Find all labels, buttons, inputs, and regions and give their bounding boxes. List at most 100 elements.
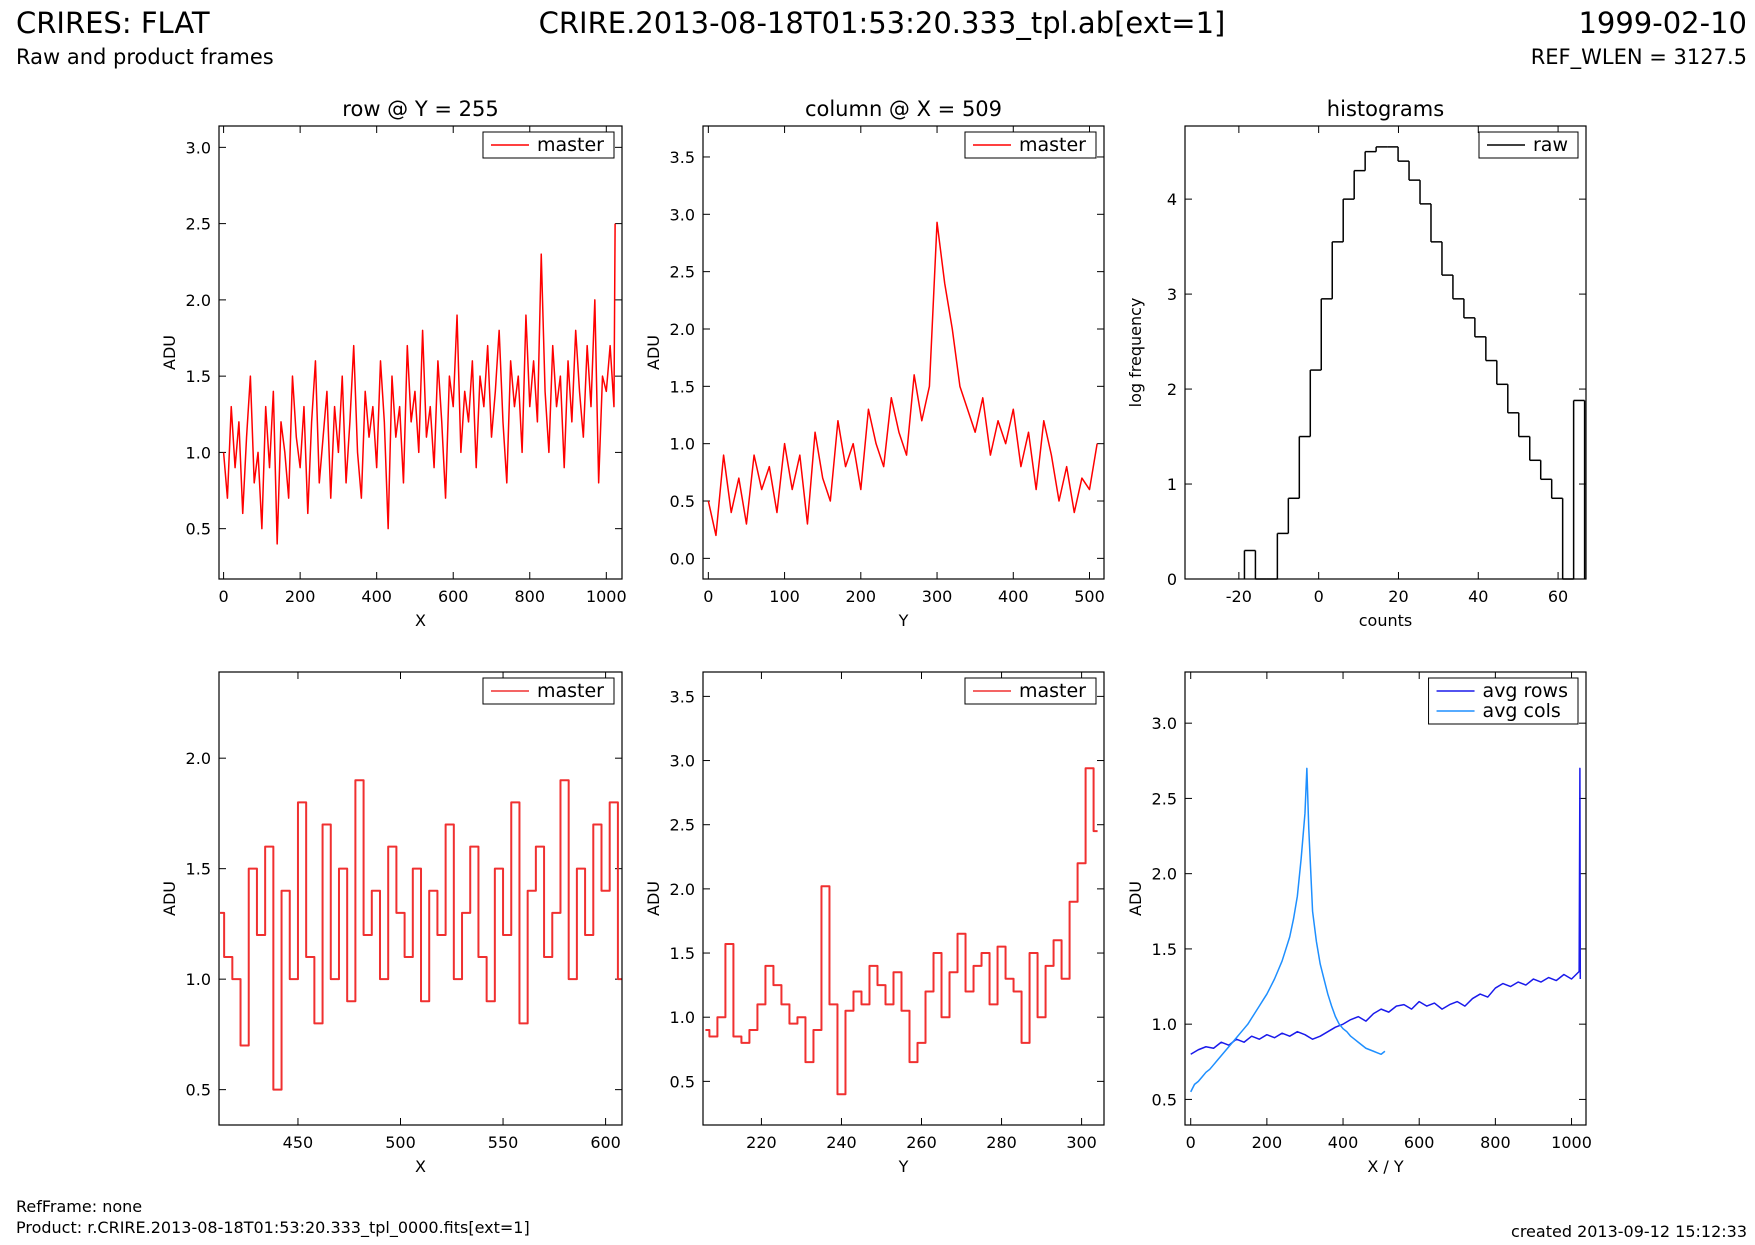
y-tick-label: 3.0 <box>670 205 695 224</box>
legend-label: master <box>537 134 604 156</box>
x-tick-label: 300 <box>922 587 953 606</box>
plot-frame <box>702 671 1105 1126</box>
legend-box <box>1428 677 1579 725</box>
x-tick-label: 500 <box>1074 587 1105 606</box>
y-tick-label: 3.0 <box>1152 714 1177 733</box>
y-axis-label: ADU <box>644 335 663 370</box>
y-axis-label: ADU <box>644 881 663 916</box>
x-axis-label: Y <box>898 1157 909 1176</box>
x-tick-label: 800 <box>1480 1133 1511 1152</box>
y-tick-label: 1.0 <box>186 970 211 989</box>
x-tick-label: 400 <box>361 587 392 606</box>
y-tick-label: 0.0 <box>670 549 695 568</box>
x-tick-label: 20 <box>1388 587 1408 606</box>
y-tick-label: 0.5 <box>670 1072 695 1091</box>
y-tick-label: 3 <box>1167 285 1177 304</box>
page-title: CRIRES: FLAT <box>16 6 210 40</box>
x-tick-label: 0 <box>703 587 713 606</box>
x-tick-label: 1000 <box>1551 1133 1592 1152</box>
x-tick-label: 0 <box>1314 587 1324 606</box>
x-tick-label: 40 <box>1468 587 1488 606</box>
file-title: CRIRE.2013-08-18T01:53:20.333_tpl.ab[ext… <box>539 6 1226 40</box>
x-tick-label: 60 <box>1548 587 1568 606</box>
legend-label: master <box>1019 680 1086 702</box>
created: created 2013-09-12 15:12:33 <box>1511 1222 1747 1241</box>
x-tick-label: 200 <box>846 587 877 606</box>
data-line <box>222 223 616 545</box>
y-tick-label: 2.5 <box>1152 789 1177 808</box>
y-tick-label: 2.5 <box>186 215 211 234</box>
legend-label: raw <box>1533 134 1568 156</box>
y-tick-label: 2.0 <box>670 880 695 899</box>
y-axis-label: ADU <box>1126 881 1145 916</box>
legend-label: avg rows <box>1483 680 1568 702</box>
step-line <box>705 767 1098 1096</box>
y-tick-label: 3.0 <box>186 138 211 157</box>
x-tick-label: 600 <box>438 587 469 606</box>
y-tick-label: 0.5 <box>186 520 211 539</box>
plot-frame <box>218 671 623 1126</box>
x-tick-label: 100 <box>769 587 800 606</box>
plot-frame <box>1184 125 1587 580</box>
page-subtitle: Raw and product frames <box>16 45 274 69</box>
x-axis-label: counts <box>1359 611 1412 630</box>
ref-wlen: REF_WLEN = 3127.5 <box>1531 45 1747 70</box>
data-line <box>1190 767 1386 1093</box>
legend-label: avg cols <box>1483 700 1561 722</box>
x-axis-label: X / Y <box>1367 1157 1404 1176</box>
chart-title: row @ Y = 255 <box>342 97 498 121</box>
x-tick-label: 300 <box>1066 1133 1097 1152</box>
y-tick-label: 4 <box>1167 190 1177 209</box>
y-tick-label: 1 <box>1167 475 1177 494</box>
x-tick-label: 600 <box>590 1133 621 1152</box>
y-axis-label: ADU <box>160 335 179 370</box>
x-tick-label: 550 <box>488 1133 519 1152</box>
x-tick-label: 260 <box>906 1133 937 1152</box>
x-tick-label: 200 <box>285 587 316 606</box>
y-tick-label: 2.0 <box>186 291 211 310</box>
chart-title: column @ X = 509 <box>805 97 1002 121</box>
legend-label: master <box>537 680 604 702</box>
y-tick-label: 0 <box>1167 570 1177 589</box>
y-tick-label: 3.5 <box>670 687 695 706</box>
y-tick-label: 0.5 <box>1152 1090 1177 1109</box>
y-tick-label: 0.5 <box>186 1081 211 1100</box>
y-tick-label: 3.0 <box>670 752 695 771</box>
y-axis-label: log frequency <box>1126 298 1145 408</box>
x-tick-label: -20 <box>1226 587 1252 606</box>
y-tick-label: 1.0 <box>186 443 211 462</box>
x-tick-label: 600 <box>1404 1133 1435 1152</box>
y-tick-label: 1.0 <box>1152 1015 1177 1034</box>
y-tick-label: 1.5 <box>186 860 211 879</box>
y-tick-label: 2.0 <box>186 749 211 768</box>
x-tick-label: 450 <box>283 1133 314 1152</box>
x-tick-label: 400 <box>998 587 1029 606</box>
y-tick-label: 1.0 <box>670 1008 695 1027</box>
plot-frame <box>702 125 1105 580</box>
y-tick-label: 0.5 <box>670 492 695 511</box>
x-axis-label: Y <box>898 611 909 630</box>
x-tick-label: 0 <box>218 587 228 606</box>
chart-title: histograms <box>1327 97 1444 121</box>
x-tick-label: 0 <box>1186 1133 1196 1152</box>
y-tick-label: 1.5 <box>670 944 695 963</box>
y-tick-label: 2.0 <box>1152 865 1177 884</box>
date: 1999-02-10 <box>1578 6 1747 40</box>
step-line <box>220 779 622 1091</box>
y-tick-label: 1.0 <box>670 435 695 454</box>
x-tick-label: 240 <box>826 1133 857 1152</box>
x-axis-label: X <box>415 1157 426 1176</box>
data-line <box>1190 767 1582 1055</box>
x-tick-label: 200 <box>1252 1133 1283 1152</box>
y-tick-label: 1.5 <box>1152 940 1177 959</box>
y-tick-label: 1.5 <box>670 377 695 396</box>
y-tick-label: 2.5 <box>670 816 695 835</box>
plot-frame <box>1184 671 1587 1126</box>
y-tick-label: 1.5 <box>186 367 211 386</box>
data-line <box>707 221 1098 537</box>
product: Product: r.CRIRE.2013-08-18T01:53:20.333… <box>16 1218 530 1238</box>
y-tick-label: 2.0 <box>670 320 695 339</box>
x-tick-label: 400 <box>1328 1133 1359 1152</box>
